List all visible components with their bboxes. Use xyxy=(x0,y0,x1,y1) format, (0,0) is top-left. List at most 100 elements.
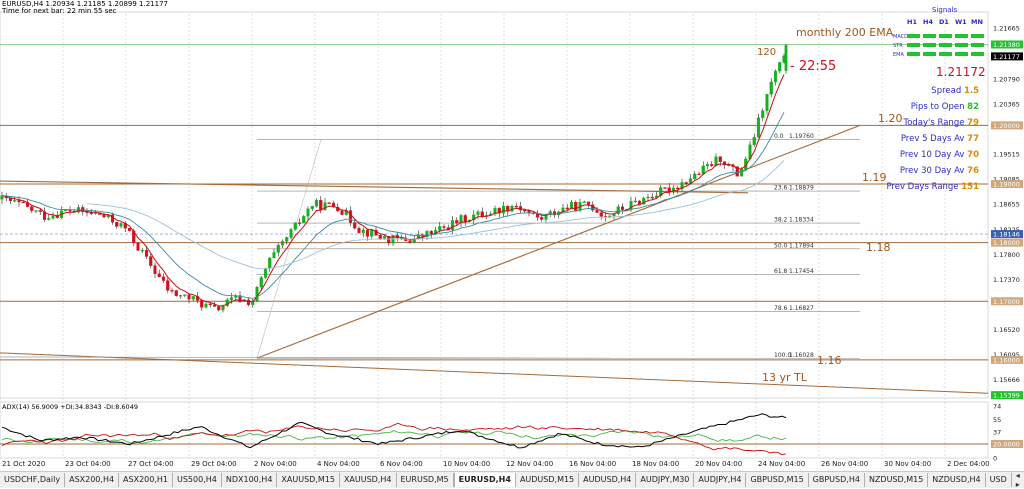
price-marker-label: 1.20000 xyxy=(993,122,1020,130)
ema-slow-line xyxy=(86,160,785,270)
arrow-left-right-icon[interactable]: ◂ ▸ xyxy=(1015,471,1020,489)
chart-tab[interactable]: AUDJPY,H4 xyxy=(694,473,747,487)
bear-candle xyxy=(378,235,382,239)
bull-candle xyxy=(501,205,506,214)
bear-candle xyxy=(238,295,242,302)
chart-tab[interactable]: USDCHF,Daily xyxy=(0,473,66,487)
time-axis-label: 2 Dec 04:00 xyxy=(947,460,990,468)
price-marker xyxy=(991,230,1023,239)
signal-indicator xyxy=(939,52,952,56)
chart-tab[interactable]: EURUSD,M5 xyxy=(397,473,454,487)
stat-label: Prev 30 Day Av xyxy=(900,166,967,176)
chart-tab[interactable]: NZDUSD,M15 xyxy=(865,473,929,487)
price-axis-label: 1.19515 xyxy=(993,150,1020,158)
signal-row-label: EMA xyxy=(893,52,904,58)
fib-price-label: 1.19760 xyxy=(789,133,814,140)
time-axis-label: 6 Nov 04:00 xyxy=(380,460,423,468)
bear-candle xyxy=(353,222,357,229)
chart-tab[interactable]: NZDUSD,H4 xyxy=(928,473,986,487)
fib-level-label: 23.6 xyxy=(774,185,788,192)
chart-tab[interactable]: AUDUSD,M15 xyxy=(516,473,580,487)
chart-tab[interactable]: GBPUSD,M15 xyxy=(746,473,809,487)
adx-axis-label: 74 xyxy=(993,403,1001,411)
signal-indicator xyxy=(939,43,952,47)
bull-candle xyxy=(761,110,765,118)
chart-tab[interactable]: USD xyxy=(986,473,1012,487)
stat-row: Pips to Open 82 xyxy=(911,102,979,112)
stat-value: 76 xyxy=(967,166,979,176)
bull-candle xyxy=(361,229,365,233)
fib-price-label: 1.16827 xyxy=(789,305,814,312)
price-marker-label: 1.18000 xyxy=(993,239,1020,247)
bull-candle xyxy=(119,223,123,227)
time-axis-label: 27 Oct 04:00 xyxy=(128,460,174,468)
bull-candle xyxy=(255,286,259,302)
chart-tab[interactable]: NDX100,H4 xyxy=(222,473,278,487)
price-marker xyxy=(991,297,1023,306)
annotation-level-116: 1.16 xyxy=(817,354,842,367)
fib-level-label: 78.6 xyxy=(774,305,788,312)
chart-tab[interactable]: US500,H4 xyxy=(173,473,222,487)
chart-tab[interactable]: XAUUSD,H4 xyxy=(340,473,397,487)
time-axis-label: 29 Oct 04:00 xyxy=(191,460,237,468)
bull-candle xyxy=(569,201,574,210)
bull-candle xyxy=(705,164,710,167)
price-axis-label: 1.18225 xyxy=(993,226,1020,234)
signal-row-label: STR xyxy=(893,43,903,49)
chart-tab[interactable]: XAUUSD,M15 xyxy=(277,473,340,487)
price-marker xyxy=(991,52,1023,61)
price-marker-label: 1.21380 xyxy=(993,41,1020,49)
bull-candle xyxy=(293,222,297,230)
fib-level-label: 100.0 xyxy=(774,352,791,359)
annotation-level-120: 1.20 xyxy=(878,112,903,125)
chart-tab[interactable]: AUDJPY,M30 xyxy=(636,473,695,487)
bull-candle xyxy=(450,220,455,231)
bull-candle xyxy=(769,81,773,95)
bear-candle xyxy=(127,227,132,231)
stat-value: 151 xyxy=(961,182,979,192)
bear-candle xyxy=(684,182,688,184)
bear-candle xyxy=(246,299,251,305)
signal-timeframe: D1 xyxy=(939,18,949,26)
bull-candle xyxy=(225,299,229,306)
stat-row: Prev 5 Days Av 77 xyxy=(901,134,979,144)
bull-candle xyxy=(773,70,778,83)
chart-title: EURUSD,H4 1.20934 1.21185 1.20899 1.2117… xyxy=(2,0,168,8)
descending-trendline xyxy=(0,180,749,194)
chart-tab[interactable]: AUDUSD,H4 xyxy=(579,473,637,487)
bear-candle xyxy=(463,215,467,222)
chart-tab[interactable]: ASX200,H4 xyxy=(65,473,120,487)
bear-candle xyxy=(208,303,212,306)
bear-candle xyxy=(523,209,527,212)
bear-candle xyxy=(149,256,153,266)
signal-indicator xyxy=(923,43,936,47)
annotation-timer: - 22:55 xyxy=(790,59,836,74)
bear-candle xyxy=(663,187,667,189)
bull-candle xyxy=(64,209,68,212)
time-axis-label: 30 Nov 04:00 xyxy=(884,460,931,468)
bull-candle xyxy=(280,241,285,246)
chart-tab[interactable]: ASX200,H1 xyxy=(119,473,173,487)
bull-candle xyxy=(272,252,276,259)
fib-level-label: 0.0 xyxy=(774,133,784,140)
bear-candle xyxy=(408,240,412,243)
bear-candle xyxy=(357,228,361,233)
bear-candle xyxy=(331,202,336,208)
bull-candle xyxy=(323,202,327,210)
price-axis-label: 1.20790 xyxy=(993,76,1020,84)
price-marker xyxy=(991,180,1023,189)
chart-tab[interactable]: EURUSD,H4 xyxy=(453,473,516,487)
annotation-level-118: 1.18 xyxy=(866,241,891,254)
price-marker xyxy=(991,355,1023,364)
signal-indicator xyxy=(971,43,984,47)
bear-candle xyxy=(540,217,544,220)
bear-candle xyxy=(620,206,625,210)
fib-diagonal xyxy=(256,139,322,359)
chart-tab[interactable]: GBPUSD,H4 xyxy=(809,473,865,487)
bear-candle xyxy=(455,220,459,224)
adx-axis-label: 37 xyxy=(993,429,1001,437)
bear-candle xyxy=(157,273,161,278)
bear-candle xyxy=(187,294,191,300)
